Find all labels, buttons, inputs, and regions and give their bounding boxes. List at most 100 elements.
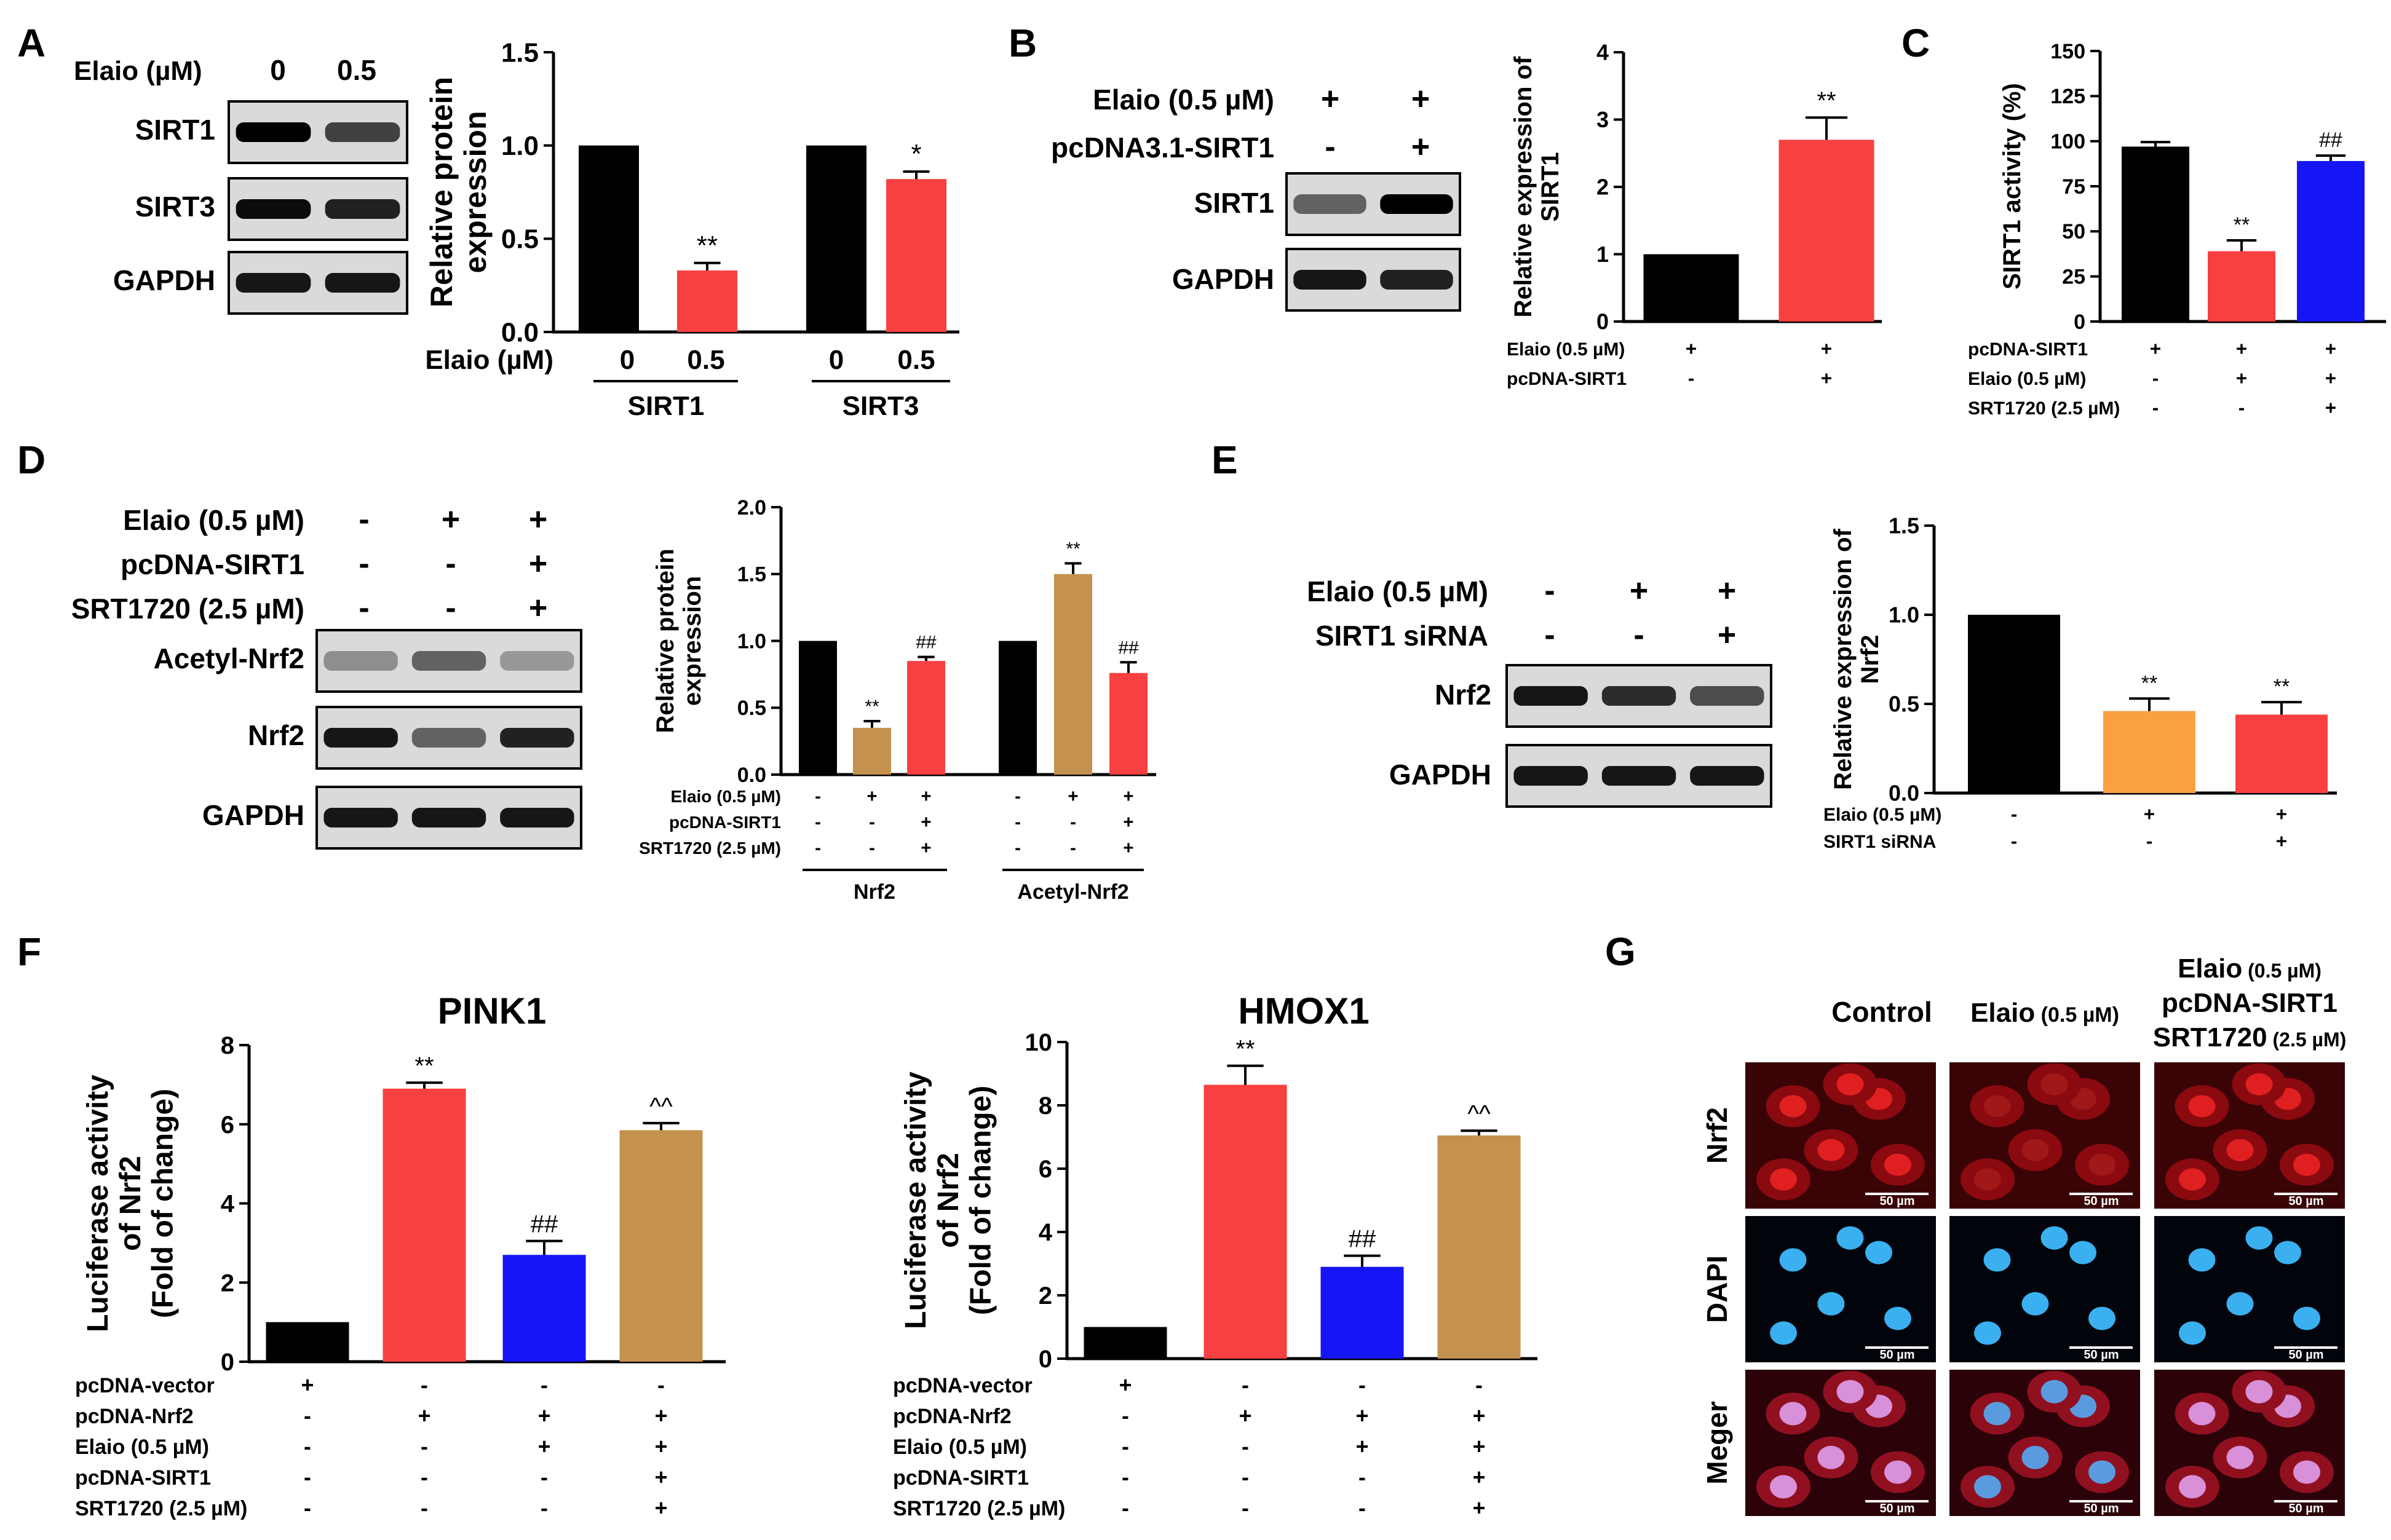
panel-label-C: C [1901, 21, 1930, 65]
y-tick-label: 125 [2050, 85, 2085, 108]
blot-D-Acetyl-Nrf2 [315, 629, 582, 693]
cell-nucleus [2069, 1241, 2096, 1265]
y-tick-label: 6 [1039, 1156, 1052, 1183]
condition-sign: - [1070, 838, 1076, 858]
blot-band [1513, 686, 1588, 706]
panel-label-D: D [17, 438, 46, 482]
micrograph-DAPI-2: 50 µm [2154, 1216, 2345, 1362]
y-axis-label: expression [458, 111, 493, 273]
blot-band [1690, 686, 1764, 706]
condition-sign: - [1122, 1434, 1129, 1459]
cell-nucleus [1770, 1475, 1797, 1499]
chart-D: 0.0 0.5 1.0 1.5 2.0 Relative protein expressio… [639, 496, 1156, 858]
cell-nucleus [2040, 1073, 2068, 1096]
cell-nucleus [1836, 1380, 1864, 1404]
blot-B-GAPDH [1285, 248, 1461, 312]
group-label: Acetyl-Nrf2 [1017, 880, 1128, 904]
condition-sign: - [1688, 367, 1695, 389]
blot-D-GAPDH [315, 786, 582, 850]
blot-band [236, 122, 311, 142]
blot-row-label: GAPDH [202, 799, 304, 831]
cell-nucleus [2245, 1380, 2273, 1404]
condition-sign: - [1325, 129, 1335, 165]
significance-mark: ** [1235, 1036, 1255, 1063]
condition-sign: + [1718, 617, 1736, 653]
scale-bar-label: 50 µm [2288, 1194, 2323, 1208]
micrograph-column-title-line: SRT1720 (2.5 µM) [2153, 1022, 2347, 1052]
x-row-label: Elaio (µM) [425, 345, 553, 375]
y-tick-label: 4 [221, 1191, 235, 1218]
blot-band [1293, 270, 1366, 290]
condition-sign: + [1411, 129, 1430, 165]
significance-mark: ** [414, 1052, 434, 1080]
cell-nucleus [2226, 1292, 2254, 1316]
condition-label: Elaio (0.5 µM) [671, 787, 782, 806]
blot-band [411, 728, 486, 748]
micrograph-column-title: Control [1831, 996, 1932, 1028]
blot-header-label: Elaio (µM) [74, 56, 202, 86]
condition-label: pcDNA-Nrf2 [893, 1405, 1012, 1428]
condition-sign: - [815, 838, 821, 858]
bar [2235, 714, 2328, 793]
cell-nucleus [1983, 1095, 2011, 1118]
significance-mark: ^^ [649, 1093, 673, 1120]
condition-sign: - [1358, 1465, 1366, 1490]
condition-sign: - [1242, 1465, 1249, 1490]
condition-sign: - [815, 812, 821, 832]
y-tick-label: 100 [2050, 130, 2085, 154]
condition-sign: - [1242, 1496, 1249, 1520]
y-tick-label: 0.5 [737, 697, 766, 720]
significance-mark: ## [1118, 638, 1139, 658]
x-tick-label: 0.5 [687, 345, 724, 375]
cell-nucleus [2021, 1139, 2049, 1161]
condition-sign: - [421, 1434, 428, 1459]
condition-label: pcDNA-SIRT1 [1507, 369, 1627, 389]
blot-row-label: SIRT1 [1194, 187, 1274, 219]
condition-sign: + [1356, 1434, 1369, 1459]
y-tick-label: 0.0 [1889, 781, 1919, 806]
cell-nucleus [2293, 1306, 2320, 1330]
condition-sign: + [442, 502, 460, 537]
condition-label: pcDNA3.1-SIRT1 [1051, 132, 1274, 164]
cell-nucleus [2188, 1402, 2216, 1426]
y-tick-label: 4 [1039, 1219, 1053, 1246]
blot-band [236, 273, 311, 293]
condition-sign: + [2236, 338, 2247, 360]
condition-label: Elaio (0.5 µM) [893, 1435, 1027, 1459]
micrograph-row-label: Nrf2 [1701, 1107, 1733, 1164]
condition-sign: - [1358, 1373, 1366, 1397]
cell-nucleus [1974, 1321, 2001, 1345]
micrograph-Nrf2-2: 50 µm [2154, 1062, 2345, 1209]
cell-nucleus [2088, 1460, 2115, 1484]
condition-sign: + [2276, 830, 2287, 852]
cell-nucleus [2293, 1153, 2320, 1176]
bar [1643, 254, 1739, 322]
y-tick-label: 0.5 [501, 224, 539, 255]
blot-band [500, 808, 574, 827]
blot-band [325, 199, 400, 219]
condition-sign: + [1821, 367, 1832, 389]
condition-sign: + [921, 786, 931, 807]
micrograph-Meger-0: 50 µm [1745, 1370, 1936, 1516]
y-tick-label: 2.0 [737, 496, 766, 519]
blot-band [1380, 270, 1453, 290]
bar [806, 145, 866, 332]
condition-sign: + [1239, 1404, 1252, 1428]
cell-nucleus [2274, 1241, 2301, 1265]
condition-sign: - [1070, 812, 1076, 832]
blot-band [500, 651, 574, 671]
condition-sign: - [1633, 617, 1644, 653]
cell-nucleus [1865, 1241, 1892, 1265]
condition-label: Elaio (0.5 µM) [123, 504, 304, 536]
blot-band [236, 199, 311, 219]
condition-sign: - [541, 1496, 548, 1520]
y-tick-label: 50 [2062, 220, 2085, 243]
y-tick-label: 1.5 [737, 563, 766, 586]
cell-nucleus [2245, 1073, 2273, 1096]
panel-label-G: G [1605, 930, 1636, 974]
bar [1203, 1084, 1287, 1359]
cell-nucleus [2245, 1226, 2273, 1250]
cell-nucleus [2179, 1168, 2206, 1191]
condition-sign: - [421, 1496, 428, 1520]
